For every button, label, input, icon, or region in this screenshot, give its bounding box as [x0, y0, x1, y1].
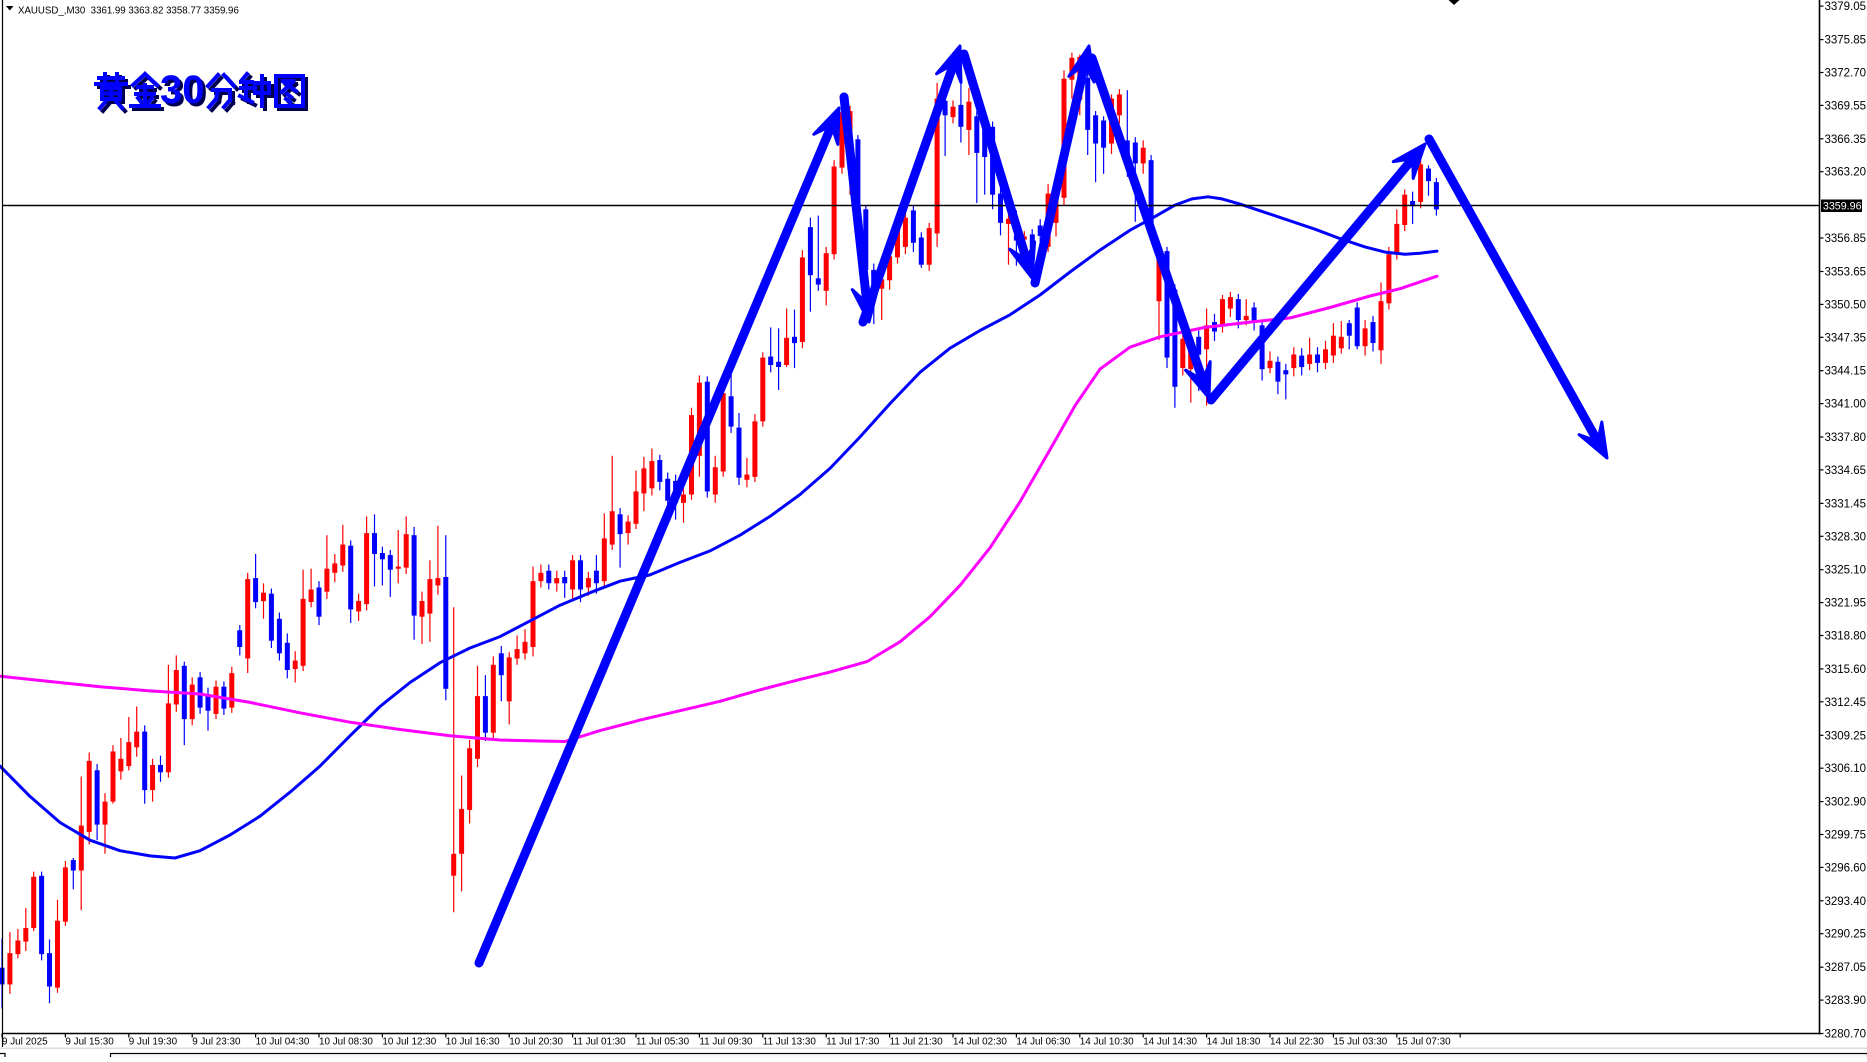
svg-text:11 Jul 09:30: 11 Jul 09:30 — [699, 1037, 753, 1048]
svg-text:3309.25: 3309.25 — [1825, 730, 1867, 742]
svg-text:3375.85: 3375.85 — [1825, 35, 1867, 47]
svg-text:3299.75: 3299.75 — [1825, 830, 1867, 842]
svg-text:3312.45: 3312.45 — [1825, 697, 1867, 709]
svg-text:3331.45: 3331.45 — [1825, 498, 1867, 510]
svg-text:10 Jul 16:30: 10 Jul 16:30 — [446, 1037, 500, 1048]
svg-text:14 Jul 18:30: 14 Jul 18:30 — [1207, 1037, 1261, 1048]
svg-text:3337.80: 3337.80 — [1825, 432, 1867, 444]
svg-text:3369.55: 3369.55 — [1825, 100, 1867, 112]
svg-text:10 Jul 12:30: 10 Jul 12:30 — [382, 1037, 436, 1048]
svg-text:3306.10: 3306.10 — [1825, 763, 1867, 775]
svg-text:3334.65: 3334.65 — [1825, 465, 1867, 477]
svg-text:3341.00: 3341.00 — [1825, 399, 1867, 411]
svg-text:11 Jul 01:30: 11 Jul 01:30 — [573, 1037, 627, 1048]
svg-text:14 Jul 06:30: 14 Jul 06:30 — [1016, 1037, 1070, 1048]
svg-text:9 Jul 19:30: 9 Jul 19:30 — [129, 1037, 178, 1048]
svg-text:11 Jul 05:30: 11 Jul 05:30 — [636, 1037, 690, 1048]
svg-text:14 Jul 02:30: 14 Jul 02:30 — [953, 1037, 1007, 1048]
svg-text:3315.60: 3315.60 — [1825, 664, 1867, 676]
svg-text:3296.60: 3296.60 — [1825, 862, 1867, 874]
svg-text:3363.20: 3363.20 — [1825, 167, 1867, 179]
svg-text:3287.05: 3287.05 — [1825, 962, 1867, 974]
svg-text:3325.10: 3325.10 — [1825, 565, 1867, 577]
svg-text:XAUUSD_,M30 3361.99 3363.82 3: XAUUSD_,M30 3361.99 3363.82 3358.77 3359… — [18, 6, 239, 17]
svg-text:3290.25: 3290.25 — [1825, 929, 1867, 941]
svg-text:3293.40: 3293.40 — [1825, 896, 1867, 908]
svg-text:3328.30: 3328.30 — [1825, 531, 1867, 543]
svg-text:3318.80: 3318.80 — [1825, 631, 1867, 643]
svg-text:3347.35: 3347.35 — [1825, 332, 1867, 344]
svg-text:11 Jul 13:30: 11 Jul 13:30 — [763, 1037, 817, 1048]
svg-text:15 Jul 03:30: 15 Jul 03:30 — [1333, 1037, 1387, 1048]
svg-text:14 Jul 10:30: 14 Jul 10:30 — [1080, 1037, 1134, 1048]
svg-text:10 Jul 04:30: 10 Jul 04:30 — [256, 1037, 310, 1048]
svg-text:11 Jul 21:30: 11 Jul 21:30 — [890, 1037, 944, 1048]
svg-text:3302.90: 3302.90 — [1825, 797, 1867, 809]
svg-text:3359.96: 3359.96 — [1823, 201, 1862, 213]
svg-text:10 Jul 08:30: 10 Jul 08:30 — [319, 1037, 373, 1048]
svg-text:10 Jul 20:30: 10 Jul 20:30 — [509, 1037, 563, 1048]
svg-text:3350.50: 3350.50 — [1825, 299, 1867, 311]
svg-text:3356.85: 3356.85 — [1825, 233, 1867, 245]
svg-text:14 Jul 14:30: 14 Jul 14:30 — [1143, 1037, 1197, 1048]
svg-text:3372.70: 3372.70 — [1825, 68, 1867, 80]
svg-text:9 Jul 15:30: 9 Jul 15:30 — [65, 1037, 114, 1048]
svg-text:9 Jul 2025: 9 Jul 2025 — [2, 1037, 48, 1048]
svg-text:30: 30 — [160, 68, 205, 112]
svg-text:9 Jul 23:30: 9 Jul 23:30 — [192, 1037, 241, 1048]
svg-text:11 Jul 17:30: 11 Jul 17:30 — [826, 1037, 880, 1048]
svg-text:14 Jul 22:30: 14 Jul 22:30 — [1270, 1037, 1324, 1048]
svg-text:3379.05: 3379.05 — [1825, 1, 1867, 13]
svg-text:3353.65: 3353.65 — [1825, 267, 1867, 279]
svg-text:3366.35: 3366.35 — [1825, 134, 1867, 146]
svg-text:15 Jul 07:30: 15 Jul 07:30 — [1397, 1037, 1451, 1048]
svg-text:3283.90: 3283.90 — [1825, 995, 1867, 1007]
svg-text:3280.70: 3280.70 — [1825, 1029, 1867, 1041]
svg-text:3321.95: 3321.95 — [1825, 598, 1867, 610]
svg-text:3344.15: 3344.15 — [1825, 366, 1867, 378]
